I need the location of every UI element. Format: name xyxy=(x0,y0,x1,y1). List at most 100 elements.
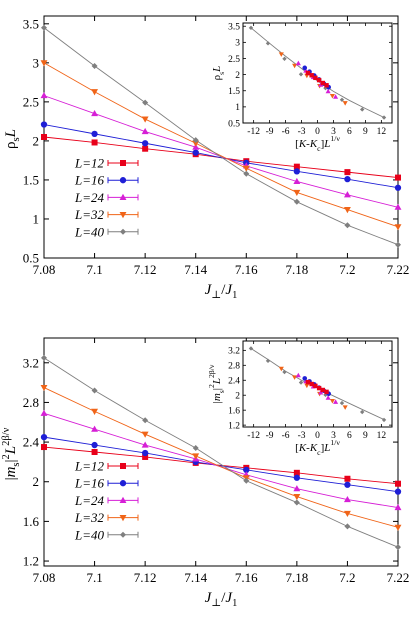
top-inset-x-tick-label: 3 xyxy=(331,127,336,137)
bottom-data-point xyxy=(293,494,301,501)
top-data-point xyxy=(394,224,402,231)
top-inset-x-tick-label: 0 xyxy=(315,127,320,137)
top-inset-x-tick-label: -6 xyxy=(282,127,290,137)
bottom-plot-frame xyxy=(43,337,399,567)
top-legend-label: L=12 xyxy=(74,156,105,171)
bottom-inset-data-point xyxy=(329,398,335,404)
top-x-tick-label: 7.12 xyxy=(134,262,157,277)
top-inset-y-tick-label: 0.5 xyxy=(228,119,240,129)
top-inset-data-point xyxy=(248,25,254,31)
bottom-data-point xyxy=(243,477,250,484)
bottom-legend-label: L=32 xyxy=(74,510,105,525)
top-inset-data-point xyxy=(305,70,311,76)
top-inset-y-tick-label: 2.5 xyxy=(228,55,240,65)
top-inset-x-tick-label: -9 xyxy=(266,127,274,137)
bottom-y-tick-label: 1.6 xyxy=(23,514,40,529)
bottom-data-point xyxy=(142,417,149,424)
bottom-series-line xyxy=(43,446,399,485)
top-data-point xyxy=(141,140,149,147)
top-inset-x-tick-label: 6 xyxy=(347,127,352,137)
top-data-point xyxy=(142,99,149,106)
bottom-inset-data-point xyxy=(304,383,310,389)
top-y-axis-label: ρsL xyxy=(3,129,22,149)
bottom-inset-x-tick-label: -3 xyxy=(298,431,306,441)
top-inset-y-tick-label: 3.5 xyxy=(228,23,240,33)
top-data-point xyxy=(192,140,200,147)
bottom-inset-data-point xyxy=(325,395,331,400)
bottom-inset-x-tick-label: 12 xyxy=(377,431,387,441)
bottom-inset-data-point xyxy=(318,389,324,395)
bottom-legend-label: L=12 xyxy=(74,459,105,474)
top-series-line xyxy=(43,124,399,189)
top-y-tick-label: 1.5 xyxy=(23,172,39,187)
top-data-point xyxy=(293,198,300,205)
bottom-x-tick-label: 7.08 xyxy=(33,570,56,585)
top-y-tick-label: 2.5 xyxy=(23,94,39,109)
bottom-data-point xyxy=(91,425,99,432)
bottom-inset-data-point xyxy=(292,375,298,380)
bottom-series-L32 xyxy=(40,385,402,531)
top-inset-data-point xyxy=(292,63,298,69)
top-inset-x-tick-label: 9 xyxy=(363,127,368,137)
top-inset-data-point xyxy=(333,94,339,99)
bottom-inset-data-point xyxy=(298,380,304,385)
bottom-data-point xyxy=(192,453,200,460)
top-inset-x-tick-label: 12 xyxy=(377,127,387,137)
bottom-y-tick-label: 1.2 xyxy=(23,554,39,569)
top-inset-y-axis-label: ρsL xyxy=(211,66,226,81)
bottom-legend-marker xyxy=(120,463,126,469)
bottom-series-line xyxy=(43,357,399,548)
top-y-tick-label: 3 xyxy=(33,55,40,70)
top-inset-data-point xyxy=(324,83,329,88)
bottom-inset-x-axis-label: [K-Kc]L1/ν xyxy=(295,438,340,457)
bottom-x-tick-label: 7.14 xyxy=(184,570,207,585)
bottom-data-point xyxy=(293,469,300,476)
top-inset-y-tick-label: 3 xyxy=(235,39,240,49)
top-inset-x-tick-label: -12 xyxy=(247,127,260,137)
bottom-inset-y-tick-label: 1.6 xyxy=(228,406,240,416)
top-inset-data-point xyxy=(381,115,387,120)
top-data-point xyxy=(293,163,300,170)
bottom-inset-data-point xyxy=(278,366,284,372)
top-legend-label: L=40 xyxy=(74,224,105,239)
bottom-series-L40 xyxy=(41,354,401,551)
bottom-legend-marker xyxy=(119,496,127,503)
top-data-point xyxy=(141,116,149,123)
top-data-point xyxy=(343,207,351,214)
bottom-y-tick-label: 2.4 xyxy=(23,435,40,450)
top-x-tick-label: 7.14 xyxy=(184,262,207,277)
bottom-data-point xyxy=(344,481,351,488)
bottom-data-point xyxy=(293,474,301,481)
top-data-point xyxy=(293,189,301,197)
top-data-point xyxy=(40,60,48,67)
top-data-point xyxy=(192,149,199,156)
bottom-inset-data-point xyxy=(342,405,348,410)
top-x-tick-label: 7.22 xyxy=(387,262,410,277)
bottom-y-tick-label: 2.8 xyxy=(23,395,39,410)
bottom-inset-data-point xyxy=(333,399,339,404)
top-data-point xyxy=(142,145,149,152)
bottom-legend-marker xyxy=(119,480,127,487)
bottom-inset-x-tick-label: -9 xyxy=(266,431,274,441)
top-data-point xyxy=(344,169,351,176)
top-data-point xyxy=(91,62,98,69)
bottom-data-point xyxy=(40,385,48,392)
bottom-x-tick-label: 7.1 xyxy=(86,570,102,585)
bottom-inset-data-point xyxy=(339,400,345,406)
bottom-inset-x-tick-label: 3 xyxy=(331,431,336,441)
bottom-legend-label: L=16 xyxy=(74,476,105,491)
top-inset-data-point xyxy=(302,65,308,71)
bottom-legend-marker xyxy=(120,531,126,538)
top-data-point xyxy=(91,89,99,96)
top-x-tick-label: 7.08 xyxy=(33,262,56,277)
bottom-inset-y-tick-label: 2 xyxy=(235,392,240,402)
top-inset-data-point xyxy=(265,41,271,46)
bottom-data-point xyxy=(344,475,351,482)
bottom-data-point xyxy=(243,466,250,473)
bottom-y-tick-label: 2 xyxy=(33,474,40,489)
top-data-point xyxy=(192,137,199,144)
top-inset: -12 -9 -6 -3 0 3 6 9 12 0.5 1 1.5 2 2.5 3 3.5 [K-Kc]L1/ν… xyxy=(211,22,393,153)
bottom-series-line xyxy=(43,436,399,493)
bottom-inset-data-point xyxy=(309,381,314,387)
top-x-tick-label: 7.1 xyxy=(86,262,102,277)
